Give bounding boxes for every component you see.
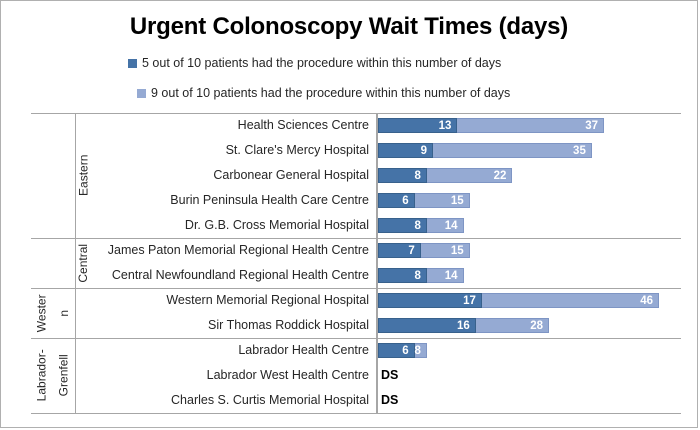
legend-item-median: 5 out of 10 patients had the procedure w… (128, 56, 501, 70)
stacked-bar: 17 46 (378, 293, 660, 308)
region-column-divider (75, 113, 76, 413)
bar-segment-median: 17 (378, 293, 482, 308)
bar-segment-median: 6 (378, 343, 415, 358)
stacked-bar: 16 28 (378, 318, 550, 333)
bar-value-median: 8 (414, 170, 421, 182)
bar-segment-ninth: 22 (426, 168, 513, 183)
page-title: Urgent Colonoscopy Wait Times (days) (129, 13, 569, 40)
bar-value-median: 7 (408, 245, 415, 257)
bar-segment-ninth: 8 (414, 343, 427, 358)
bar-value-median: 6 (402, 195, 409, 207)
suppressed-data-marker: DS (381, 368, 399, 382)
table-row: Labrador West Health Centre DS (31, 363, 681, 388)
category-label: St. Clare's Mercy Hospital (225, 143, 369, 157)
table-row: Central Newfoundland Regional Health Cen… (31, 263, 681, 288)
legend-label-median: 5 out of 10 patients had the procedure w… (142, 56, 502, 70)
bar-value-median: 8 (414, 270, 421, 282)
bar-value-median: 13 (438, 120, 452, 132)
bar-segment-median: 8 (378, 268, 427, 283)
group-separator (31, 288, 681, 289)
table-row: Health Sciences Centre 13 37 (31, 113, 681, 138)
bar-segment-ninth: 37 (457, 118, 605, 133)
category-label: Charles S. Curtis Memorial Hospital (171, 393, 369, 407)
table-row: Labrador Health Centre 6 8 (31, 338, 681, 363)
category-label: James Paton Memorial Regional Health Cen… (107, 243, 369, 257)
category-label: Dr. G.B. Cross Memorial Hospital (184, 218, 369, 232)
category-label: Labrador Health Centre (238, 343, 369, 357)
bar-segment-ninth: 28 (475, 318, 550, 333)
bar-value-median: 17 (463, 295, 476, 307)
stacked-bar: 6 15 (378, 193, 470, 208)
legend-item-ninth: 9 out of 10 patients had the procedure w… (137, 86, 510, 100)
legend-swatch-ninth (137, 88, 146, 98)
category-label: Central Newfoundland Regional Health Cen… (111, 268, 369, 282)
bar-value-median: 9 (420, 145, 427, 157)
bar-value-median: 8 (414, 220, 421, 232)
stacked-bar: 9 35 (378, 143, 592, 158)
bar-value-ninth: 37 (585, 120, 599, 132)
table-row: Carbonear General Hospital 8 22 (31, 163, 681, 188)
bar-value-ninth: 8 (414, 345, 421, 357)
suppressed-data-marker: DS (381, 393, 399, 407)
table-row: Western Memorial Regional Hospital 17 46 (31, 288, 681, 313)
table-row: Sir Thomas Roddick Hospital 16 28 (31, 313, 681, 338)
bar-segment-ninth: 14 (426, 268, 464, 283)
plot-top-rule (31, 113, 681, 114)
category-label: Health Sciences Centre (237, 118, 369, 132)
group-separator (31, 338, 681, 339)
legend-label-ninth: 9 out of 10 patients had the procedure w… (151, 86, 511, 100)
table-row: St. Clare's Mercy Hospital 9 35 (31, 138, 681, 163)
plot-bottom-rule (31, 413, 681, 414)
bar-value-ninth: 14 (444, 220, 458, 232)
bar-segment-median: 7 (378, 243, 421, 258)
stacked-bar: 8 14 (378, 268, 464, 283)
bar-segment-median: 8 (378, 218, 427, 233)
bar-segment-median: 13 (378, 118, 458, 133)
bar-value-median: 6 (402, 345, 409, 357)
bar-segment-ninth: 46 (481, 293, 660, 308)
value-axis-line (377, 113, 378, 413)
bar-segment-median: 16 (378, 318, 476, 333)
bar-value-ninth: 15 (450, 245, 464, 257)
table-row: Charles S. Curtis Memorial Hospital DS (31, 388, 681, 413)
category-label: Sir Thomas Roddick Hospital (208, 318, 369, 332)
table-row: Burin Peninsula Health Care Centre 6 15 (31, 188, 681, 213)
bar-value-ninth: 22 (493, 170, 507, 182)
category-label: Labrador West Health Centre (206, 368, 369, 382)
stacked-bar: 8 22 (378, 168, 513, 183)
bar-segment-ninth: 35 (432, 143, 592, 158)
bar-segment-ninth: 15 (420, 243, 470, 258)
stacked-bar: 8 14 (378, 218, 464, 233)
category-label: Burin Peninsula Health Care Centre (170, 193, 369, 207)
bar-segment-ninth: 14 (426, 218, 464, 233)
plot-area: Eastern Central Wester n Labrador- Grenfell H… (31, 113, 681, 414)
bar-value-ninth: 28 (530, 320, 544, 332)
stacked-bar: 13 37 (378, 118, 605, 133)
legend-swatch-median (128, 58, 137, 68)
table-row: James Paton Memorial Regional Health Cen… (31, 238, 681, 263)
bar-value-ninth: 14 (444, 270, 458, 282)
table-row: Dr. G.B. Cross Memorial Hospital 8 14 (31, 213, 681, 238)
group-separator (31, 238, 681, 239)
bar-value-ninth: 15 (450, 195, 464, 207)
label-column-divider (376, 113, 377, 413)
bar-segment-median: 8 (378, 168, 427, 183)
bar-value-median: 16 (456, 320, 470, 332)
category-label: Western Memorial Regional Hospital (166, 293, 369, 307)
bar-value-ninth: 46 (640, 295, 654, 307)
bar-value-ninth: 35 (573, 145, 586, 157)
bar-segment-median: 9 (378, 143, 433, 158)
category-label: Carbonear General Hospital (213, 168, 369, 182)
bar-segment-median: 6 (378, 193, 415, 208)
stacked-bar: 7 15 (378, 243, 470, 258)
bar-segment-ninth: 15 (414, 193, 470, 208)
